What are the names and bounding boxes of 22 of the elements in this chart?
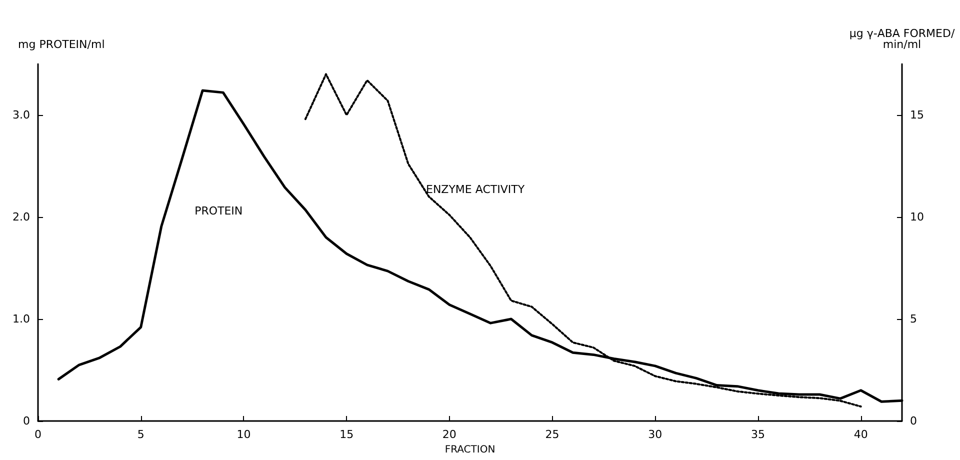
y2-tick-label: 15 [910,108,924,122]
x-axis-title: FRACTION [444,444,496,456]
x-tick-label: 35 [751,428,765,441]
x-tick-label: 5 [137,428,144,441]
x-tick-label: 15 [340,428,354,441]
y2-tick-label: 0 [910,414,917,428]
x-tick-label: 25 [545,428,560,441]
y-axis-title: mg PROTEIN/ml [18,38,105,51]
x-tick-label: 30 [648,428,662,441]
y2-tick-label: 10 [910,210,924,224]
y-tick-label: 2.0 [12,210,30,224]
x-tick-label: 40 [854,428,868,441]
x-tick-label: 0 [34,428,42,441]
text: PROTEIN [194,204,243,218]
y-tick-label: 1.0 [12,312,30,326]
y2-axis-title: µg γ-ABA FORMED/ min/ml [849,27,955,51]
y2-tick-label: 5 [910,312,917,326]
x-tick-label: 10 [236,428,251,441]
y-tick-label: 0 [23,414,30,428]
x-tick-label: 20 [442,428,456,441]
y-tick-label: 3.0 [12,108,30,122]
series-label: ENZYME ACTIVITY [426,183,525,196]
